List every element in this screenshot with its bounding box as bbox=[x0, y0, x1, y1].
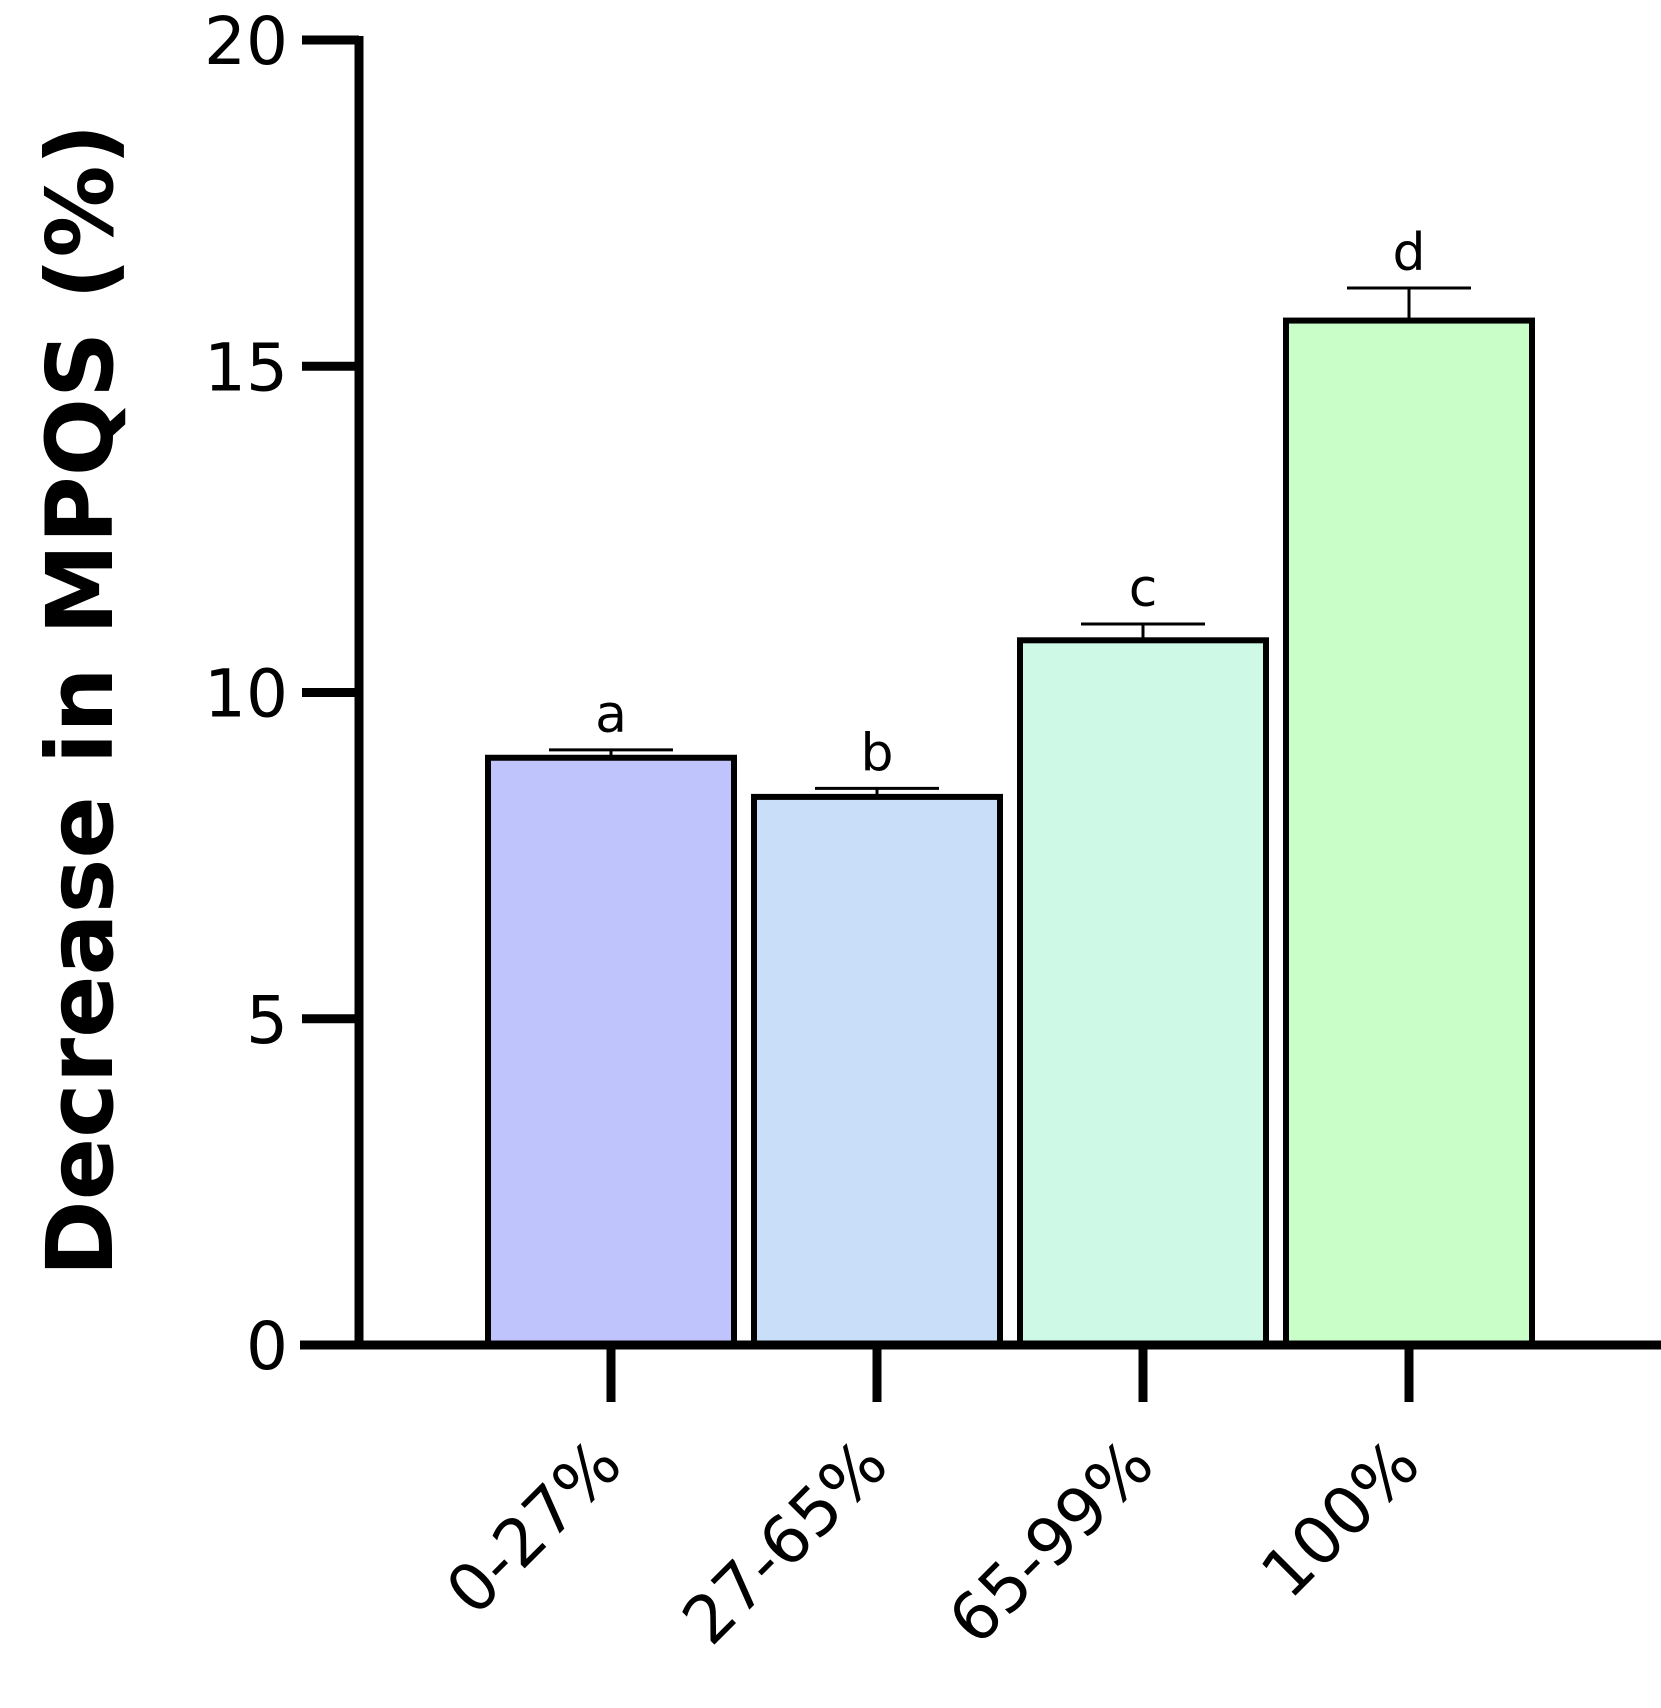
plot-area: a 0-27% b 27-65% c 65-99% d 100% 0 5 10 15 20 bbox=[204, 3, 1661, 1659]
bar-1 bbox=[485, 754, 737, 1348]
y-tick-label-0: 0 bbox=[246, 1308, 288, 1385]
significance-label-3: c bbox=[1129, 559, 1158, 619]
bar-4 bbox=[1283, 317, 1535, 1349]
x-tick-label-2: 27-65% bbox=[668, 1425, 902, 1659]
y-axis-label: Decrease in MPQS (%) bbox=[27, 123, 134, 1276]
bar-2 bbox=[751, 793, 1003, 1348]
x-tick-label-3: 65-99% bbox=[934, 1425, 1168, 1659]
significance-label-4: d bbox=[1392, 223, 1425, 283]
bar-3 bbox=[1017, 637, 1269, 1348]
x-tick-label-1: 0-27% bbox=[432, 1425, 637, 1630]
significance-label-1: a bbox=[595, 685, 627, 745]
significance-label-2: b bbox=[860, 723, 893, 783]
y-tick-label-15: 15 bbox=[204, 329, 288, 406]
y-tick-label-20: 20 bbox=[204, 3, 288, 80]
y-tick-label-5: 5 bbox=[246, 982, 288, 1059]
x-tick-label-4: 100% bbox=[1246, 1425, 1434, 1613]
y-tick-label-10: 10 bbox=[204, 656, 288, 733]
